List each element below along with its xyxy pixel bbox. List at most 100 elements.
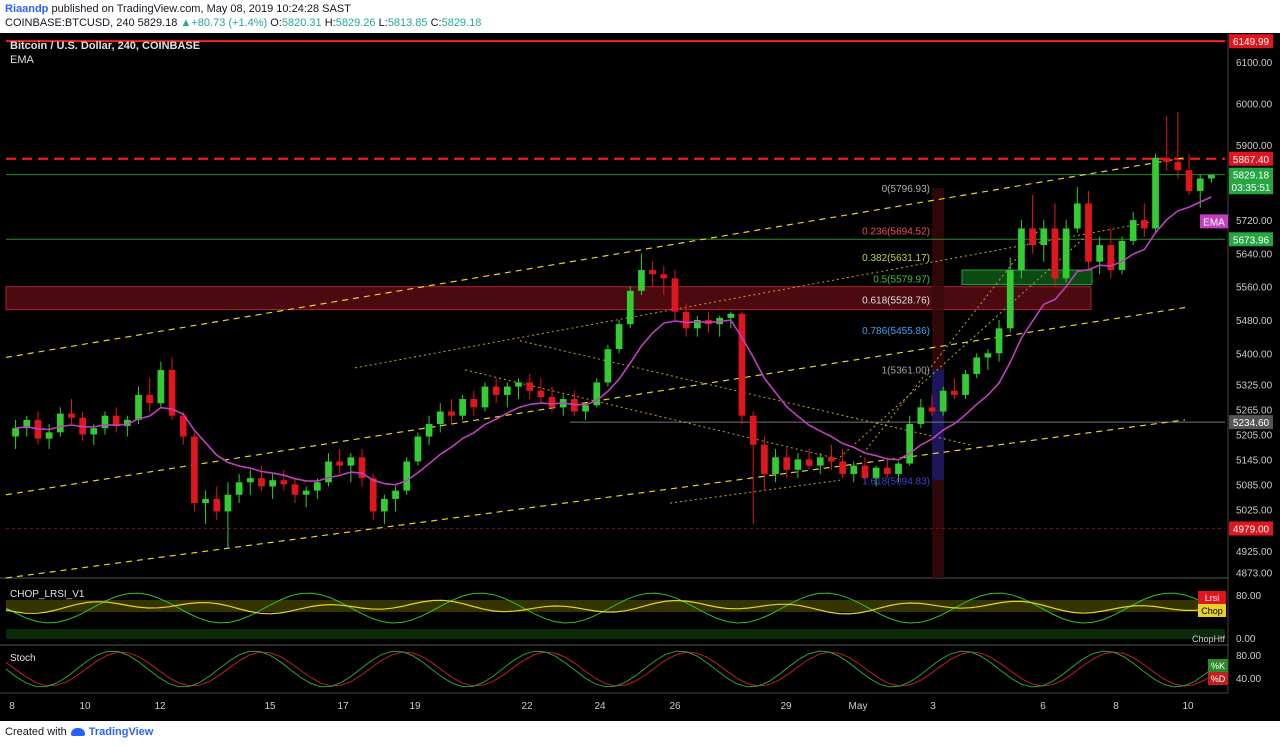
candle-body [369, 478, 377, 512]
x-tick-label: 19 [409, 701, 421, 712]
y-tick-label: 5205.00 [1236, 430, 1273, 441]
candle-body [693, 319, 701, 329]
candle-body [470, 399, 478, 408]
panel-tick: 40.00 [1236, 674, 1261, 685]
y-tick-label: 5265.00 [1236, 405, 1273, 416]
quote-line: COINBASE:BTCUSD, 240 5829.18 ▲+80.73 (+1… [5, 17, 481, 29]
footer: Created with TradingView [5, 726, 153, 738]
x-tick-label: 10 [79, 701, 91, 712]
lrsi-line [5, 592, 1226, 624]
x-tick-label: 24 [594, 701, 606, 712]
panel-title-chop: CHOP_LRSI_V1 [10, 589, 85, 600]
panel-tag: %K [1211, 661, 1225, 671]
chart-title: Bitcoin / U.S. Dollar, 240, COINBASE [10, 40, 200, 52]
candle-body [358, 457, 366, 479]
x-tick-label: 29 [780, 701, 792, 712]
candle-body [951, 390, 958, 395]
chop-band [6, 600, 1225, 612]
panel-tag: ChopHtf [1192, 634, 1226, 644]
candle-body [1129, 220, 1137, 241]
price-tag-bg [1229, 180, 1273, 195]
price-tag: 5673.96 [1233, 235, 1270, 246]
fib-label: 1(5361.00) [882, 366, 930, 377]
panel-tick: 80.00 [1236, 651, 1261, 662]
fib-label: 0(5796.93) [882, 184, 930, 195]
time-axis[interactable]: 8 10 12 15 17 19 22 24 26 29 May 3 6 8 10 [9, 701, 1194, 712]
created-with-text: Created with [5, 726, 67, 738]
y-tick-label: 5085.00 [1236, 480, 1273, 491]
candle-body [101, 415, 109, 429]
candle-body [1118, 240, 1126, 271]
candle-body [45, 432, 53, 439]
y-tick-label: 5720.00 [1236, 216, 1273, 227]
candle-body [1185, 170, 1193, 191]
candle-body [414, 436, 422, 462]
chart-background [0, 33, 1280, 721]
candle-body [1196, 178, 1204, 191]
y-tick-label: 6100.00 [1236, 58, 1273, 69]
ema-legend: EMA [10, 54, 35, 66]
chop-line [5, 599, 1226, 615]
x-tick-label: 3 [930, 701, 936, 712]
candle-body [503, 386, 511, 395]
candle-body [850, 465, 858, 474]
trend-line [839, 232, 1091, 458]
y-tick-label: 4873.00 [1236, 569, 1273, 580]
candle-body [68, 413, 75, 418]
candle-body [761, 444, 768, 474]
x-tick-label: 17 [337, 701, 349, 712]
candle-body [1040, 228, 1048, 246]
price-tag-bg [1200, 214, 1228, 229]
candle-body [258, 478, 265, 487]
candle-body [1141, 220, 1148, 229]
x-tick-label: 10 [1182, 701, 1194, 712]
resistance-zone [5, 286, 1092, 311]
x-tick-label: May [849, 701, 868, 712]
price-tag: 6149.99 [1233, 37, 1270, 48]
author-link[interactable]: Riaandp [5, 3, 49, 15]
candle-body [146, 394, 154, 404]
last-price: 5829.18 [137, 17, 178, 29]
candle-body [179, 415, 187, 437]
candle-body [425, 424, 433, 437]
candle-body [123, 419, 131, 427]
candle-body [1152, 157, 1159, 229]
candle-body [828, 457, 835, 462]
panel-tick: 80.00 [1236, 591, 1261, 602]
candle-body [727, 313, 735, 318]
candle-body [1018, 228, 1025, 271]
candle-body [615, 324, 623, 350]
candle-body [794, 459, 802, 470]
candle-body [1096, 245, 1104, 262]
candle-body [783, 457, 791, 470]
candle-body [246, 478, 254, 483]
panel-tag: Lrsi [1205, 593, 1220, 603]
price-tag: 5829.18 [1233, 171, 1270, 182]
candle-body [347, 457, 355, 466]
tradingview-logo-icon[interactable] [70, 728, 85, 736]
tradingview-brand[interactable]: TradingView [88, 726, 154, 738]
panel-tag-bg [1198, 604, 1226, 617]
ema-layer [15, 196, 1212, 486]
candle-body [738, 313, 746, 416]
panel-tag-bg [1198, 591, 1226, 604]
y-tick-label: 5145.00 [1236, 455, 1273, 466]
price-chart[interactable]: 0(5796.93) 0.236(5694.52) 0.382(5631.17) 0.… [0, 33, 1280, 721]
candle-body [1029, 228, 1036, 246]
open-value: 5820.31 [281, 17, 322, 29]
candle-body [436, 411, 444, 425]
candle-body [1085, 203, 1092, 262]
price-tag-bg [1229, 521, 1273, 536]
panel-tag-bg [1208, 672, 1228, 685]
change-arrow-icon: ▲ [180, 17, 192, 29]
candle-body [749, 415, 757, 445]
price-scale-background [1228, 33, 1280, 721]
y-tick-label: 5560.00 [1236, 283, 1273, 294]
candle-body [671, 278, 679, 312]
price-axis[interactable]: 6100.00 6000.00 5900.00 5720.00 5640.00 5560.… [1236, 58, 1273, 580]
high-value: 5829.26 [335, 17, 376, 29]
candle-body [973, 357, 981, 375]
price-tag-bg [1229, 167, 1273, 182]
candle-body [872, 467, 880, 479]
candle-body [772, 457, 779, 474]
